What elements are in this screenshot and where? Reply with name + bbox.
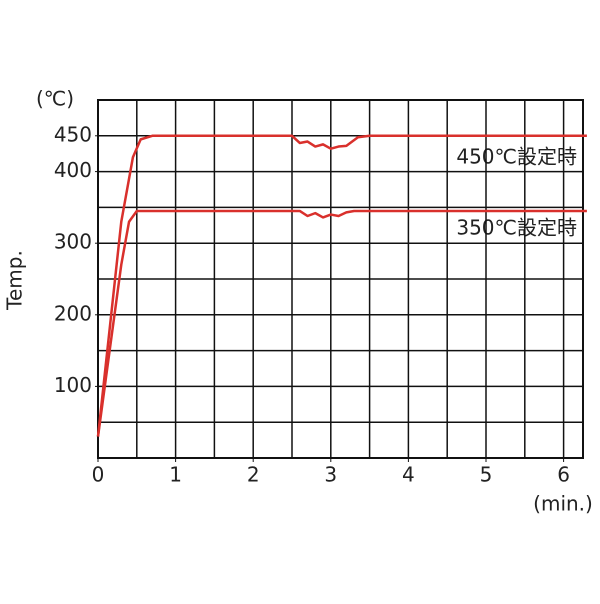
x-tick-label: 4	[402, 463, 415, 487]
x-tick-label: 3	[324, 463, 337, 487]
y-tick-label: 200	[54, 301, 92, 325]
data-line	[96, 134, 587, 437]
annotation: 450℃設定時	[456, 145, 577, 169]
y-tick-label: 300	[54, 230, 92, 254]
y-tick-label: 400	[54, 158, 92, 182]
x-tick-label: 0	[92, 463, 105, 487]
y-tick-label: 100	[54, 373, 92, 397]
x-tick-label: 1	[169, 463, 182, 487]
x-tick-label: 5	[480, 463, 493, 487]
y-label: Temp.	[3, 250, 27, 311]
y-tick-label: 450	[54, 122, 92, 146]
x-unit: (min.)	[533, 492, 593, 516]
data-line	[96, 209, 587, 437]
x-tick-label: 2	[247, 463, 260, 487]
annotation: 350℃設定時	[456, 216, 577, 240]
y-unit: (℃)	[36, 87, 74, 111]
x-tick-label: 6	[557, 463, 570, 487]
